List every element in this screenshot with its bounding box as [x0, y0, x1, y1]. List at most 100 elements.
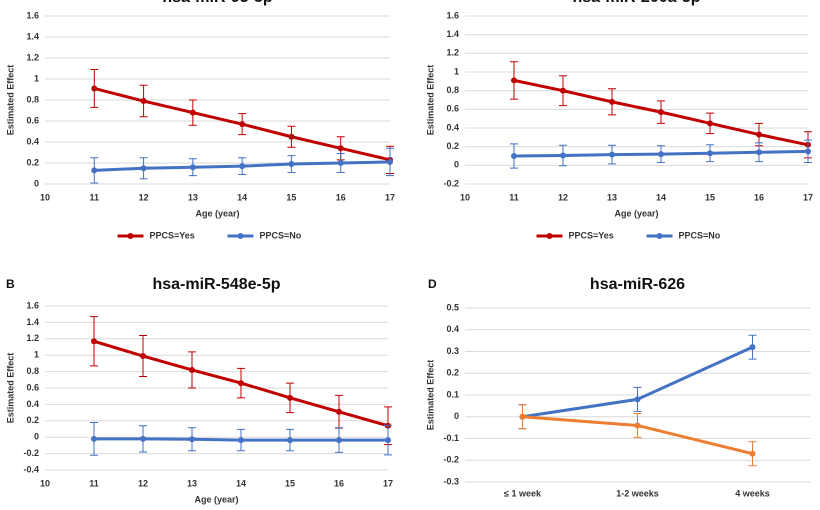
legend-label: PPCS=No [260, 230, 302, 240]
y-tick-label: 1.4 [26, 317, 39, 327]
legend-marker [546, 233, 553, 239]
point [288, 133, 295, 140]
x-tick-label: 4 weeks [735, 488, 770, 498]
chart-title: hsa-miR-93-5p [162, 0, 272, 6]
y-tick-label: 1 [34, 350, 39, 360]
point [511, 77, 517, 84]
point [658, 151, 664, 158]
y-tick-label: 1.2 [26, 52, 39, 62]
point [287, 437, 293, 444]
point [239, 163, 246, 170]
x-tick-label: 12 [558, 192, 568, 202]
point [756, 149, 762, 156]
x-tick-label: 13 [188, 192, 198, 202]
y-tick-label: 1 [454, 66, 459, 76]
y-tick-label: 1.6 [26, 300, 39, 310]
x-tick-label: 1-2 weeks [616, 488, 659, 498]
point [189, 366, 195, 373]
y-tick-label: 0.5 [446, 302, 459, 312]
chart-title: hsa-miR-548e-5p [152, 276, 280, 293]
y-tick-label: 0.2 [446, 368, 459, 378]
point [609, 151, 615, 158]
point [336, 408, 342, 415]
point [238, 437, 244, 444]
y-tick-label: 0.6 [446, 104, 459, 114]
point [560, 87, 566, 94]
x-tick-label: 15 [286, 192, 296, 202]
legend-label: PPCS=Yes [150, 230, 195, 240]
x-tick-label: 17 [383, 478, 393, 488]
x-tick-label: 11 [509, 192, 519, 202]
x-tick-label: 12 [138, 478, 148, 488]
legend-label: PPCS=Yes [569, 230, 614, 240]
point [189, 109, 196, 116]
y-tick-label: 1.6 [26, 10, 39, 20]
y-tick-label: -0.2 [443, 455, 459, 465]
x-tick-label: 12 [139, 192, 149, 202]
point [634, 396, 641, 403]
x-tick-label: 13 [607, 192, 617, 202]
x-axis-label: Age (year) [195, 208, 239, 218]
y-tick-label: -0.4 [23, 464, 39, 474]
x-tick-label: 14 [236, 478, 246, 488]
point [140, 353, 146, 360]
x-tick-label: 16 [334, 478, 344, 488]
point [91, 167, 98, 174]
y-axis-label: Estimated Effect [5, 65, 15, 136]
point [756, 131, 762, 138]
panel-label: D [428, 277, 437, 291]
y-tick-label: 0.8 [446, 85, 459, 95]
point [140, 98, 147, 105]
panel-label: B [6, 277, 15, 291]
point [189, 436, 195, 443]
y-tick-label: 1.4 [26, 31, 39, 41]
point [519, 413, 526, 420]
x-tick-label: 10 [40, 192, 50, 202]
point [634, 422, 641, 429]
x-tick-label: 17 [385, 192, 395, 202]
y-axis-label: Estimated Effect [425, 360, 435, 431]
y-tick-label: 1.4 [446, 29, 459, 39]
x-tick-label: 14 [656, 192, 666, 202]
point [609, 98, 615, 105]
y-tick-label: 0 [454, 160, 459, 170]
y-axis-label: Estimated Effect [425, 65, 435, 136]
x-tick-label: 15 [285, 478, 295, 488]
y-tick-label: 0.4 [446, 122, 459, 132]
y-tick-label: 0.3 [446, 346, 459, 356]
point [749, 344, 756, 351]
x-tick-label: ≤ 1 week [504, 488, 542, 498]
x-tick-label: 14 [237, 192, 247, 202]
point [749, 450, 756, 457]
point [91, 435, 97, 442]
x-tick-label: 11 [90, 192, 100, 202]
y-tick-label: 0 [454, 411, 459, 421]
x-axis-label: Age (year) [614, 208, 658, 218]
point [387, 158, 393, 165]
y-tick-label: -0.2 [23, 448, 39, 458]
x-tick-label: 11 [89, 478, 99, 488]
y-tick-label: 0 [34, 432, 39, 442]
y-tick-label: 0.4 [446, 324, 459, 334]
point [707, 120, 713, 127]
x-axis-label: Age (year) [194, 494, 238, 504]
x-tick-label: 13 [187, 478, 197, 488]
point [91, 85, 98, 92]
legend-marker [237, 233, 244, 239]
y-tick-label: 1.6 [446, 10, 459, 20]
legend-marker [127, 233, 134, 239]
point [658, 109, 664, 116]
point [189, 164, 196, 171]
y-tick-label: 0.6 [26, 382, 39, 392]
y-tick-label: 0.1 [446, 389, 459, 399]
y-tick-label: 0.8 [26, 366, 39, 376]
y-tick-label: 1 [34, 73, 39, 83]
point [288, 161, 295, 168]
x-tick-label: 16 [754, 192, 764, 202]
point [511, 153, 517, 159]
y-tick-label: 0.4 [26, 136, 39, 146]
point [707, 150, 713, 157]
y-tick-label: 0.2 [26, 157, 39, 167]
legend-label: PPCS=No [679, 230, 721, 240]
